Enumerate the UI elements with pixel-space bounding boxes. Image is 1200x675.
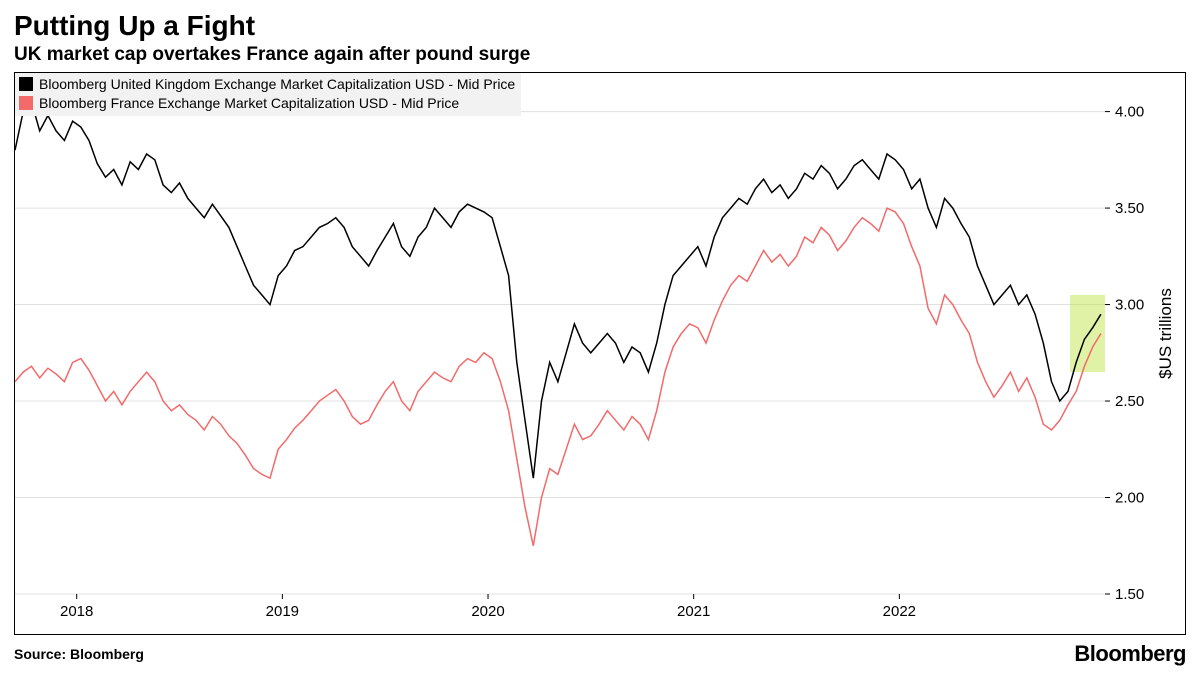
svg-text:1.50: 1.50 bbox=[1115, 586, 1144, 603]
svg-text:3.50: 3.50 bbox=[1115, 200, 1144, 217]
chart-subtitle: UK market cap overtakes France again aft… bbox=[14, 44, 1186, 66]
legend-swatch bbox=[19, 96, 33, 110]
legend-label: Bloomberg France Exchange Market Capital… bbox=[39, 94, 459, 113]
svg-text:2.50: 2.50 bbox=[1115, 393, 1144, 410]
svg-text:3.00: 3.00 bbox=[1115, 297, 1144, 314]
legend-label: Bloomberg United Kingdom Exchange Market… bbox=[39, 75, 515, 94]
svg-text:2.00: 2.00 bbox=[1115, 490, 1144, 507]
svg-text:2020: 2020 bbox=[471, 603, 504, 620]
legend: Bloomberg United Kingdom Exchange Market… bbox=[15, 73, 521, 116]
chart-title: Putting Up a Fight bbox=[14, 10, 1186, 42]
source-label: Source: Bloomberg bbox=[14, 646, 144, 662]
legend-swatch bbox=[19, 77, 33, 91]
svg-text:2018: 2018 bbox=[60, 603, 93, 620]
chart-svg: 1.50 2.00 2.50 3.00 3.50 4.00 2018 2019 2020 2021… bbox=[15, 73, 1185, 634]
svg-text:4.00: 4.00 bbox=[1115, 104, 1144, 121]
svg-text:$US trillions: $US trillions bbox=[1156, 288, 1175, 379]
chart-container: 1.50 2.00 2.50 3.00 3.50 4.00 2018 2019 2020 2021… bbox=[14, 72, 1186, 635]
svg-text:2021: 2021 bbox=[677, 603, 710, 620]
brand-label: Bloomberg bbox=[1074, 641, 1186, 667]
svg-text:2022: 2022 bbox=[883, 603, 916, 620]
svg-text:2019: 2019 bbox=[266, 603, 299, 620]
